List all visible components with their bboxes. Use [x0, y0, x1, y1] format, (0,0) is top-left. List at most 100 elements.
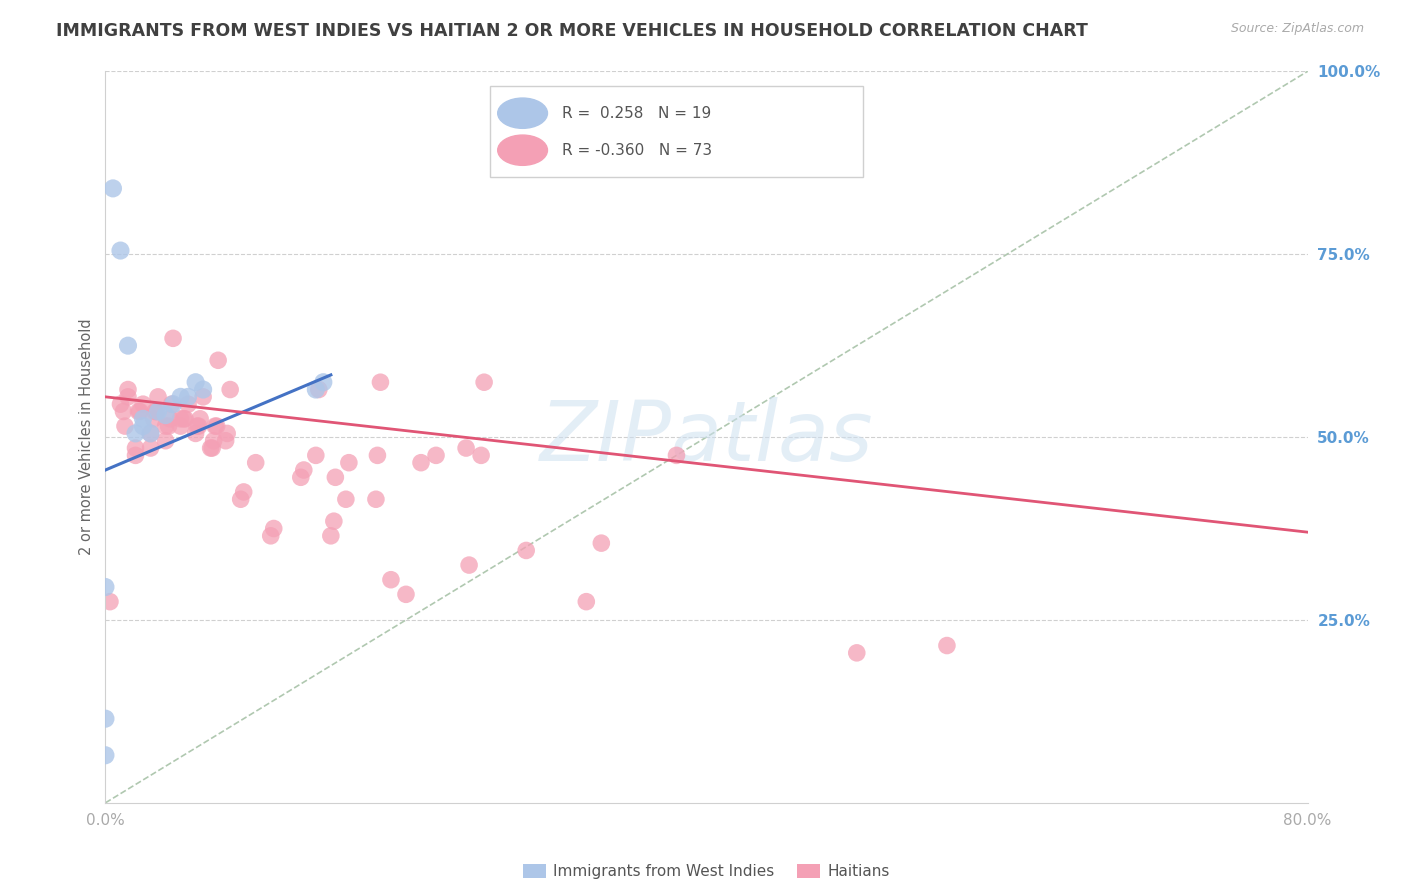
Point: [124, 449, 146, 463]
Point: [290, 470, 312, 484]
Point: [101, 181, 124, 195]
Point: [308, 383, 330, 397]
Point: [173, 412, 195, 426]
Point: [155, 408, 177, 422]
Point: [425, 449, 447, 463]
Point: [94, 712, 117, 726]
Point: [174, 412, 197, 426]
Point: [370, 376, 392, 390]
Point: [132, 397, 155, 411]
Point: [94, 748, 117, 763]
Text: R = -0.360   N = 73: R = -0.360 N = 73: [562, 143, 713, 158]
Point: [169, 412, 191, 426]
Point: [146, 390, 169, 404]
Point: [191, 383, 214, 397]
Point: [117, 338, 139, 352]
Point: [145, 404, 167, 418]
Point: [232, 485, 254, 500]
Text: R =  0.258   N = 19: R = 0.258 N = 19: [562, 105, 711, 120]
Point: [132, 412, 155, 426]
Point: [202, 434, 225, 448]
FancyBboxPatch shape: [491, 86, 863, 178]
Point: [132, 419, 155, 434]
Point: [322, 514, 344, 528]
Legend: Immigrants from West Indies, Haitians: Immigrants from West Indies, Haitians: [523, 864, 890, 880]
Point: [260, 529, 283, 543]
Point: [177, 390, 200, 404]
Point: [146, 404, 169, 418]
Point: [117, 383, 139, 397]
Point: [139, 426, 162, 441]
Point: [184, 426, 207, 441]
Point: [665, 449, 688, 463]
Point: [366, 449, 388, 463]
Point: [936, 639, 959, 653]
Point: [292, 463, 315, 477]
Point: [845, 646, 868, 660]
Point: [201, 441, 224, 455]
Point: [177, 397, 200, 411]
Y-axis label: 2 or more Vehicles in Household: 2 or more Vehicles in Household: [79, 318, 94, 556]
Point: [169, 419, 191, 434]
Point: [110, 244, 132, 258]
Point: [337, 456, 360, 470]
Point: [214, 434, 236, 448]
Point: [217, 426, 239, 441]
Point: [159, 412, 181, 426]
Point: [305, 383, 328, 397]
Point: [454, 441, 477, 455]
Point: [591, 536, 613, 550]
Point: [204, 419, 226, 434]
Text: ZIPatlas: ZIPatlas: [540, 397, 873, 477]
Point: [458, 558, 481, 573]
Point: [305, 449, 328, 463]
Point: [207, 353, 229, 368]
Point: [319, 529, 342, 543]
Text: Source: ZipAtlas.com: Source: ZipAtlas.com: [1230, 22, 1364, 36]
Point: [143, 404, 166, 418]
Point: [94, 580, 117, 594]
Point: [186, 419, 208, 434]
Point: [229, 492, 252, 507]
Point: [112, 404, 135, 418]
Point: [188, 412, 211, 426]
Point: [128, 404, 150, 418]
Point: [157, 419, 180, 434]
Point: [110, 397, 132, 411]
Point: [129, 404, 152, 418]
Point: [409, 456, 432, 470]
Point: [245, 456, 267, 470]
Point: [335, 492, 357, 507]
Point: [200, 441, 222, 455]
Point: [263, 521, 285, 535]
Circle shape: [498, 135, 547, 165]
Point: [139, 426, 162, 441]
Point: [139, 441, 162, 455]
Point: [155, 419, 177, 434]
Point: [162, 331, 184, 345]
Point: [169, 390, 191, 404]
Point: [205, 419, 228, 434]
Point: [184, 376, 207, 390]
Point: [114, 419, 136, 434]
Point: [575, 594, 598, 608]
Point: [124, 441, 146, 455]
Point: [155, 434, 177, 448]
Point: [191, 390, 214, 404]
Text: IMMIGRANTS FROM WEST INDIES VS HAITIAN 2 OR MORE VEHICLES IN HOUSEHOLD CORRELATI: IMMIGRANTS FROM WEST INDIES VS HAITIAN 2…: [56, 22, 1088, 40]
Point: [395, 587, 418, 601]
Point: [187, 419, 209, 434]
Point: [312, 376, 335, 390]
Point: [117, 390, 139, 404]
Point: [160, 397, 183, 411]
Point: [162, 397, 184, 411]
Point: [142, 412, 165, 426]
Point: [472, 376, 495, 390]
Point: [219, 383, 242, 397]
Circle shape: [498, 98, 547, 128]
Point: [98, 594, 121, 608]
Point: [470, 449, 492, 463]
Point: [380, 573, 402, 587]
Point: [364, 492, 387, 507]
Point: [325, 470, 347, 484]
